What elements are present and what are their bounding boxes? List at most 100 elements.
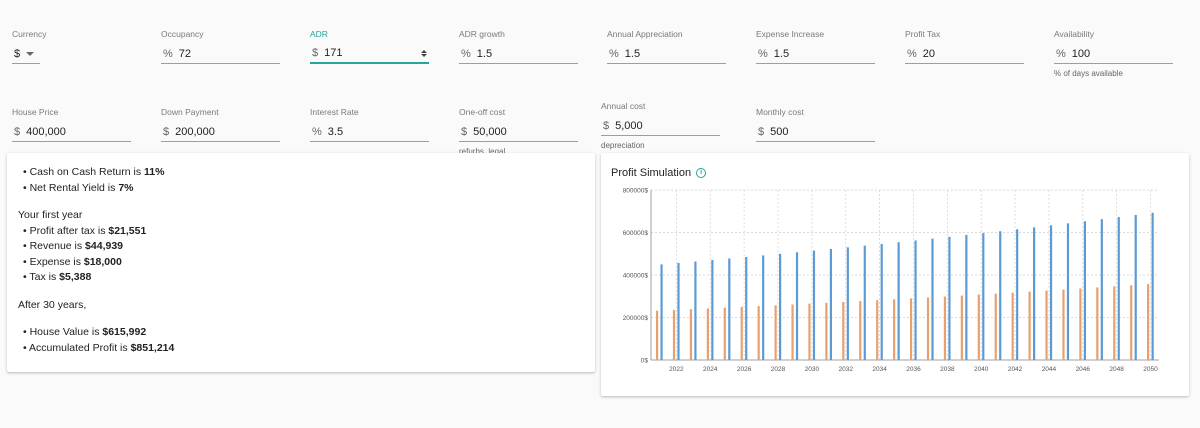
bar-series-2 [1147,284,1150,360]
bar-series-1 [880,243,883,360]
interest-rate-input[interactable]: % 3.5 [310,122,429,142]
house-price-value[interactable]: 400,000 [26,125,66,138]
one-off-cost-field: One-off cost $50,000 refurbs, legal [459,107,578,156]
annual-cost-label: Annual cost [601,101,646,111]
availability-input[interactable]: % 100 [1054,44,1173,64]
bar-series-1 [1117,217,1120,360]
one-off-cost-input[interactable]: $50,000 [459,122,578,142]
one-off-cost-prefix: $ [461,125,468,138]
adr-growth-value[interactable]: 1.5 [476,47,493,60]
x-tick-label: 2030 [805,366,820,373]
annual-cost-input[interactable]: $5,000 [601,116,720,136]
bar-series-1 [728,258,731,360]
bar-series-1 [711,259,714,360]
bar-series-2 [723,307,726,360]
bar-series-1 [999,231,1002,360]
chevron-down-icon[interactable] [26,51,34,56]
bar-series-1 [745,256,748,360]
first-year-item: Revenue is $44,939 [18,239,584,255]
profit-tax-value[interactable]: 20 [922,47,936,60]
bar-series-1 [965,234,968,360]
annual-appreciation-value[interactable]: 1.5 [624,47,641,60]
bar-series-2 [1079,288,1082,360]
x-tick-label: 2050 [1143,366,1158,373]
bar-series-1 [897,242,900,360]
occupancy-field: Occupancy % 72 [161,29,280,64]
first-year-item-label: Revenue is [29,240,86,252]
availability-label: Availability [1054,29,1095,39]
adr-value[interactable]: 171 [324,47,343,59]
profit-tax-field: Profit Tax% 20 [905,29,1024,64]
bar-series-2 [943,296,947,360]
annual-cost-field: Annual cost $5,000 depreciation [601,101,720,150]
number-spinner-icon[interactable] [421,49,427,57]
y-tick-label: 0$ [641,358,649,365]
down-payment-value[interactable]: 200,000 [175,125,215,138]
y-tick-label: 600000$ [623,230,649,237]
annual-cost-helper-text: depreciation [601,141,645,150]
ratio-item-label: Cash on Cash Return is [29,166,144,178]
annual-appreciation-input[interactable]: % 1.5 [607,44,726,64]
down-payment-input[interactable]: $200,000 [161,122,280,142]
house-price-prefix: $ [14,125,21,138]
adr-input[interactable]: $171 [310,44,429,64]
interest-rate-value[interactable]: 3.5 [327,125,344,138]
currency-input[interactable]: $ [12,44,40,64]
annual-cost-prefix: $ [603,119,610,132]
bar-series-1 [1049,225,1053,360]
monthly-cost-field: Monthly cost $500 [756,107,875,142]
annual-cost-value[interactable]: 5,000 [615,119,643,132]
bar-series-1 [795,252,799,360]
chart-title-wrap: Profit Simulation i [611,167,707,179]
down-payment-label: Down Payment [161,107,219,117]
occupancy-value[interactable]: 72 [178,47,192,60]
x-tick-label: 2042 [1008,366,1023,373]
x-tick-label: 2026 [737,366,752,373]
profit-simulation-chart: 0$ 200000$ 400000$ 600000$ 800000$ 2022 2024 20… [623,188,1159,373]
x-tick-label: 2036 [906,366,921,373]
bar-series-1 [948,236,951,360]
info-icon[interactable]: i [696,168,707,178]
bar-series-1 [1033,227,1036,360]
after-years-item-label: Accumulated Profit is [29,341,131,354]
bar-series-1 [914,240,917,360]
profit-tax-input[interactable]: % 20 [905,44,1024,64]
bar-series-2 [1011,292,1014,360]
monthly-cost-label: Monthly cost [756,107,804,117]
bar-series-2 [926,297,930,360]
bar-series-1 [829,249,832,360]
interest-rate-field: Interest Rate% 3.5 [310,107,429,142]
monthly-cost-input[interactable]: $500 [756,122,875,142]
availability-value[interactable]: 100 [1071,47,1091,60]
ratio-item: Net Rental Yield is 7% [18,181,584,197]
expense-increase-input[interactable]: % 1.5 [756,44,875,64]
x-tick-label: 2048 [1109,366,1124,373]
x-tick-label: 2044 [1042,366,1057,373]
currency-value[interactable]: $ [14,47,21,60]
one-off-cost-value[interactable]: 50,000 [473,125,507,138]
first-year-item-value: $21,551 [108,224,147,237]
monthly-cost-prefix: $ [758,125,765,138]
first-year-item: Profit after tax is $21,551 [18,224,584,240]
profit-tax-prefix: % [907,47,917,60]
currency-label: Currency [12,29,47,39]
adr-growth-prefix: % [461,47,471,60]
bar-series-2 [706,308,709,360]
adr-growth-field: ADR growth% 1.5 [459,29,578,64]
occupancy-input[interactable]: % 72 [161,44,280,64]
bar-series-1 [762,255,765,360]
after-years-item-label: House Value is [29,326,103,338]
adr-growth-input[interactable]: % 1.5 [459,44,578,64]
monthly-cost-value[interactable]: 500 [770,125,789,138]
expense-increase-value[interactable]: 1.5 [773,47,790,60]
x-tick-label: 2040 [974,366,989,373]
bar-series-2 [1130,285,1133,360]
x-tick-label: 2032 [838,366,853,373]
x-tick-label: 2028 [771,366,786,373]
occupancy-label: Occupancy [161,29,204,39]
bar-series-2 [876,300,879,360]
bar-series-1 [931,238,934,360]
house-price-input[interactable]: $400,000 [12,122,131,142]
after-years-item-value: $851,214 [130,341,175,354]
bar-series-2 [740,306,743,360]
